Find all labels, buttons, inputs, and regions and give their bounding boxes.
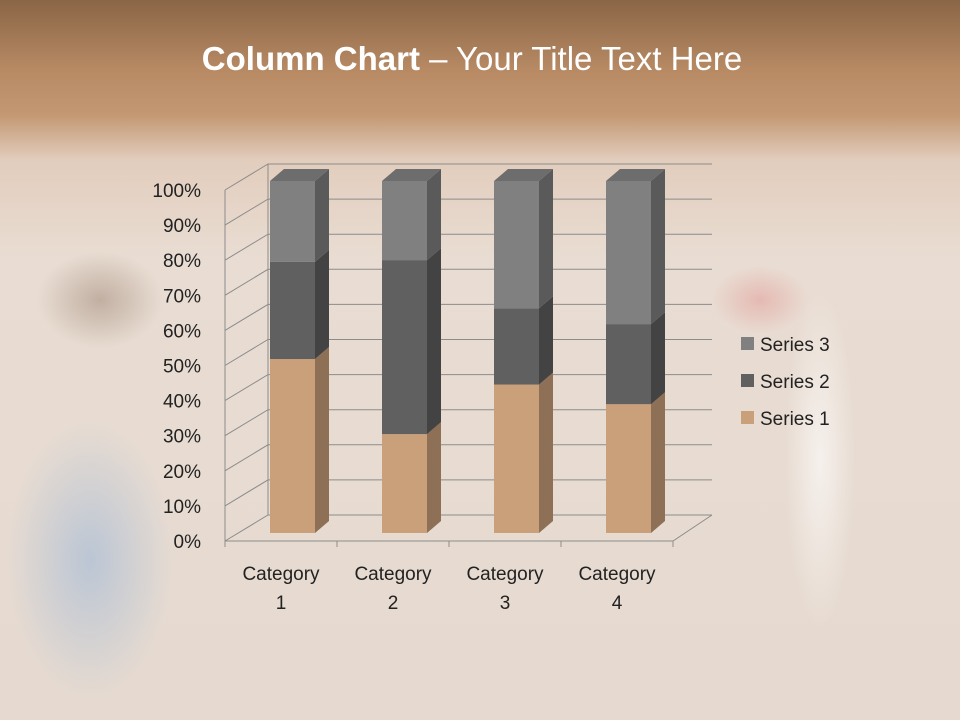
title-bold: Column Chart [201, 40, 420, 77]
y-tick-label: 80% [163, 251, 201, 272]
bar-segment [494, 308, 539, 385]
bar-segment [382, 181, 427, 261]
x-tick-label: 2 [388, 593, 399, 614]
bar-side [427, 169, 441, 261]
bar-segment [382, 434, 427, 533]
x-tick-label: 4 [612, 593, 623, 614]
legend-swatch [741, 374, 754, 387]
bar-top [494, 169, 553, 181]
y-tick-label: 90% [163, 216, 201, 237]
legend-swatch [741, 411, 754, 424]
x-tick-label: Category [354, 564, 432, 585]
bar-side [539, 169, 553, 309]
bar-top [606, 169, 665, 181]
x-tick-label: Category [242, 564, 320, 585]
x-tick-label: 3 [500, 593, 511, 614]
y-tick-label: 0% [174, 532, 202, 553]
x-tick-label: Category [578, 564, 656, 585]
bar-segment [270, 359, 315, 533]
y-tick-label: 60% [163, 321, 201, 342]
title-rest: – Your Title Text Here [419, 40, 743, 77]
bar-top [270, 169, 329, 181]
x-tick-label: Category [466, 564, 544, 585]
y-tick-label: 10% [163, 497, 201, 518]
y-tick-label: 70% [163, 286, 201, 307]
y-tick-label: 50% [163, 357, 201, 378]
y-tick-label: 30% [163, 427, 201, 448]
bar-side [651, 312, 665, 405]
bar-side [427, 248, 441, 435]
legend-label: Series 3 [760, 335, 830, 356]
bar-side [539, 372, 553, 533]
bar-side [651, 169, 665, 325]
y-tick-label: 100% [152, 181, 201, 202]
bar-side [427, 422, 441, 533]
bar-side [539, 296, 553, 385]
bar-segment [494, 384, 539, 533]
bar-side [315, 249, 329, 360]
bar-segment [606, 404, 651, 533]
bar-segment [494, 181, 539, 309]
bar-side [315, 347, 329, 533]
y-tick-label: 20% [163, 462, 201, 483]
slide-title: Column Chart – Your Title Text Here [0, 40, 944, 78]
legend-swatch [741, 337, 754, 350]
bar-segment [270, 181, 315, 262]
bar-segment [606, 324, 651, 405]
bar-segment [606, 181, 651, 325]
x-tick-label: 1 [276, 593, 287, 614]
bar-side [315, 169, 329, 262]
bar-segment [382, 260, 427, 435]
bar-side [651, 392, 665, 533]
y-tick-label: 40% [163, 392, 201, 413]
legend-label: Series 2 [760, 372, 830, 393]
legend-label: Series 1 [760, 409, 830, 430]
bar-segment [270, 261, 315, 360]
bar-top [382, 169, 441, 181]
